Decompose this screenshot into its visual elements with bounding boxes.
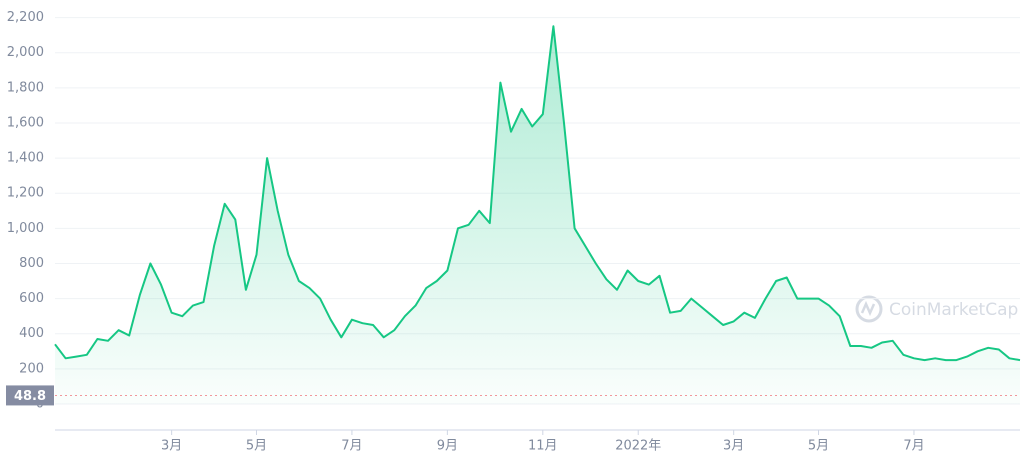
x-tick-label: 5月 bbox=[808, 439, 829, 454]
y-tick-label: 200 bbox=[19, 361, 44, 376]
y-tick-label: 1,000 bbox=[7, 221, 44, 236]
y-tick-label: 400 bbox=[19, 326, 44, 341]
price-marker-box bbox=[6, 385, 54, 406]
price-area bbox=[55, 26, 1020, 405]
y-tick-label: 600 bbox=[19, 291, 44, 306]
x-tick-label: 2022年 bbox=[615, 439, 661, 454]
x-tick-label: 7月 bbox=[341, 439, 362, 454]
price-line bbox=[54, 25, 1021, 362]
x-tick-label: 11月 bbox=[528, 439, 558, 454]
x-tick-label: 5月 bbox=[246, 439, 267, 454]
y-tick-label: 1,400 bbox=[7, 151, 44, 166]
y-tick-label: 2,200 bbox=[7, 10, 44, 25]
y-tick-label: 800 bbox=[19, 256, 44, 271]
x-tick-label: 3月 bbox=[161, 439, 182, 454]
y-tick-label: 1,800 bbox=[7, 80, 44, 95]
watermark: CoinMarketCap bbox=[855, 295, 1018, 323]
y-tick-label: 1,200 bbox=[7, 186, 44, 201]
watermark-text: CoinMarketCap bbox=[889, 300, 1018, 320]
y-tick-label: 1,600 bbox=[7, 115, 44, 130]
x-tick-label: 3月 bbox=[723, 439, 744, 454]
y-tick-label: 2,000 bbox=[7, 45, 44, 60]
price-marker-label: 48.8 bbox=[14, 389, 46, 404]
x-tick-label: 9月 bbox=[437, 439, 458, 454]
x-tick-label: 7月 bbox=[903, 439, 924, 454]
